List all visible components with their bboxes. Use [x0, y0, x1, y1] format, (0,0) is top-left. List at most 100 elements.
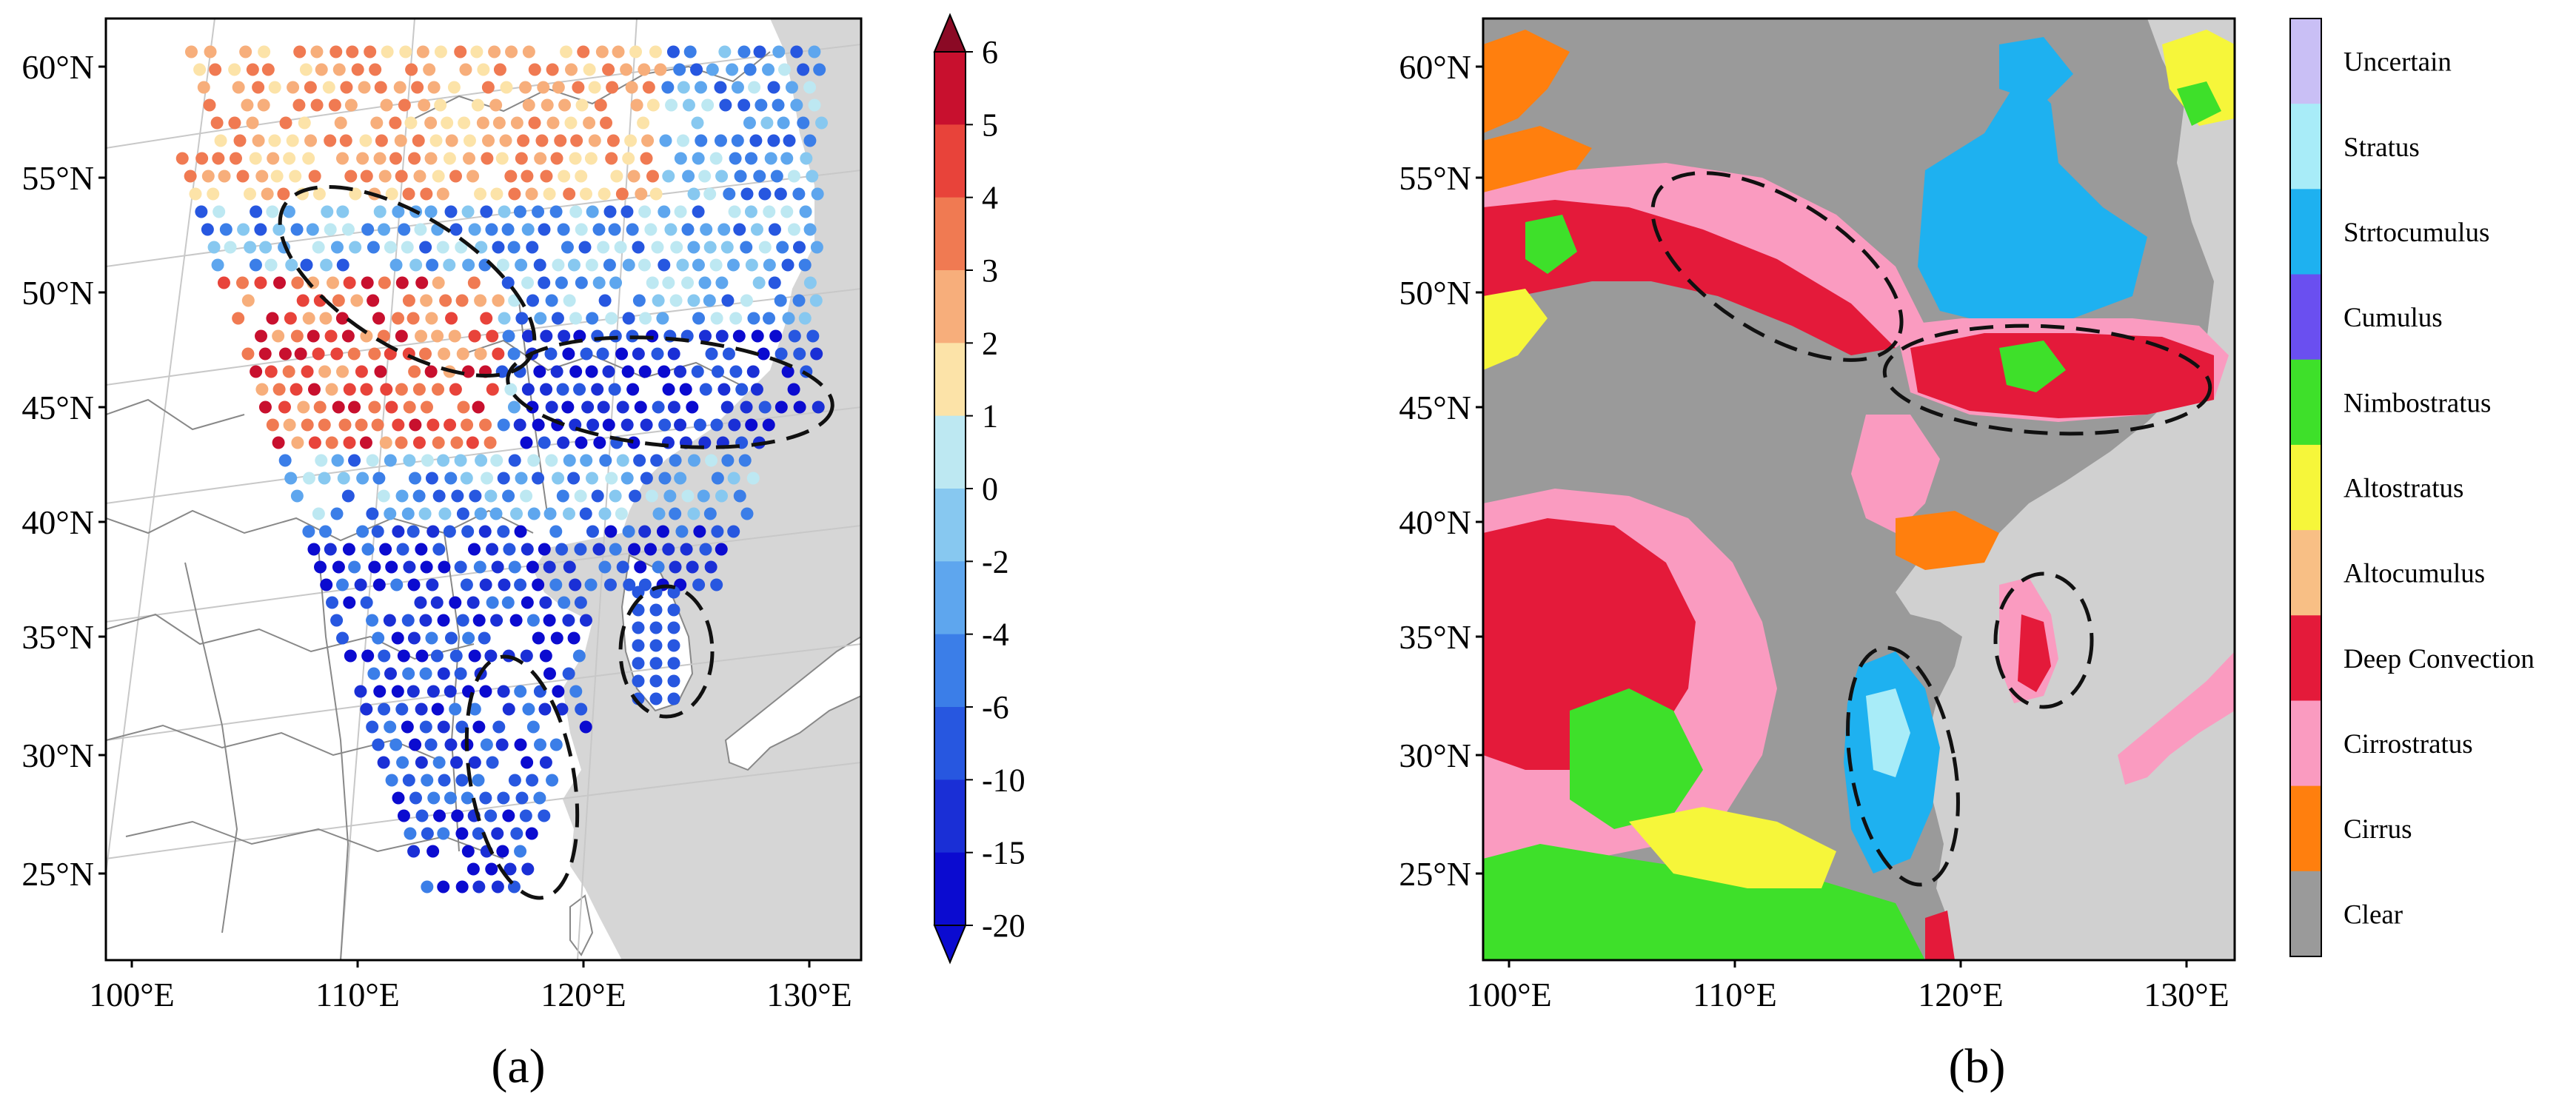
swath-point [324, 543, 337, 556]
swath-point [562, 507, 575, 520]
cloud-cirrus-coast [1896, 511, 1999, 570]
swath-point [272, 383, 286, 396]
swath-point [401, 720, 414, 734]
swath-point [609, 276, 623, 289]
swath-point [670, 241, 683, 254]
swath-point [486, 383, 499, 396]
swath-point [420, 400, 433, 414]
swath-point [395, 329, 408, 343]
colorbar-segment [934, 707, 966, 780]
swath-point [626, 383, 640, 396]
swath-point [703, 507, 717, 520]
swath-point [693, 525, 706, 538]
swath-point [330, 614, 344, 627]
swath-point [378, 223, 391, 236]
swath-point [740, 187, 754, 201]
swath-point [569, 365, 583, 378]
swath-point [372, 631, 385, 645]
swath-point [371, 418, 384, 432]
swath-point [366, 454, 379, 467]
swath-point [310, 98, 324, 112]
swath-point [720, 400, 734, 414]
swath-point [651, 241, 664, 254]
swath-point [468, 649, 481, 663]
swath-point [727, 258, 740, 272]
swath-point [480, 312, 493, 325]
colorbar-segment [934, 852, 966, 926]
colorbar-tick-label: -4 [982, 617, 1009, 653]
swath-point [760, 116, 774, 130]
swath-point [705, 347, 718, 361]
swath-point [555, 276, 568, 289]
swath-point [508, 187, 521, 201]
swath-point [460, 578, 473, 591]
cloud-strtocumulus-north [1918, 74, 2147, 326]
swath-point [412, 383, 426, 396]
swath-point [359, 436, 372, 449]
swath-point [715, 543, 728, 556]
swath-point [307, 543, 321, 556]
swath-point [282, 365, 295, 378]
swath-point [321, 205, 334, 218]
swath-point [197, 81, 210, 94]
swath-point [664, 223, 678, 236]
swath-point [409, 791, 422, 805]
swath-point [700, 223, 713, 236]
swath-point [335, 312, 349, 325]
swath-point [249, 152, 262, 165]
swath-point [658, 418, 672, 432]
swath-point [681, 276, 695, 289]
cloud-cirrus-northwest [1483, 126, 1592, 200]
swath-point [497, 525, 510, 538]
swath-point [419, 667, 432, 680]
swath-point [436, 187, 449, 201]
swath-point [546, 116, 560, 130]
swath-point [384, 347, 397, 361]
swath-point [504, 170, 518, 183]
swath-point [425, 312, 438, 325]
swath-point [509, 614, 523, 627]
swath-point [272, 329, 285, 343]
swath-point [718, 45, 732, 58]
swath-point [692, 205, 705, 218]
swath-point [489, 507, 503, 520]
swath-point [714, 134, 727, 147]
swath-point [456, 347, 469, 361]
map-a-ellipses [278, 185, 834, 900]
swath-point [424, 205, 438, 218]
swath-point [474, 507, 487, 520]
swath-point [497, 418, 510, 432]
swath-point [444, 631, 458, 645]
swath-point [343, 436, 356, 449]
swath-point [695, 134, 708, 147]
swath-point [427, 791, 441, 805]
swath-point [377, 489, 390, 503]
swath-point [690, 63, 703, 76]
swath-point [538, 223, 551, 236]
swath-point [698, 276, 712, 289]
swath-point [755, 98, 768, 112]
swath-point [639, 312, 652, 325]
swath-point [447, 81, 461, 94]
swath-point [574, 489, 587, 503]
swath-point [526, 774, 539, 787]
swath-point [526, 720, 540, 734]
swath-point [505, 45, 518, 58]
swath-point [603, 205, 617, 218]
swath-point [397, 809, 410, 822]
swath-point [241, 347, 255, 361]
swath-point [497, 791, 510, 805]
swath-point [569, 578, 582, 591]
swath-point [640, 152, 653, 165]
swath-point [811, 187, 824, 201]
swath-point [402, 187, 415, 201]
swath-point [228, 63, 241, 76]
swath-point [491, 827, 504, 840]
swath-point [254, 223, 267, 236]
swath-point [336, 258, 349, 272]
swath-point [377, 756, 390, 769]
swath-point [319, 312, 332, 325]
legend-swatch [2290, 444, 2321, 531]
swath-point [680, 543, 693, 556]
swath-point [389, 152, 402, 165]
